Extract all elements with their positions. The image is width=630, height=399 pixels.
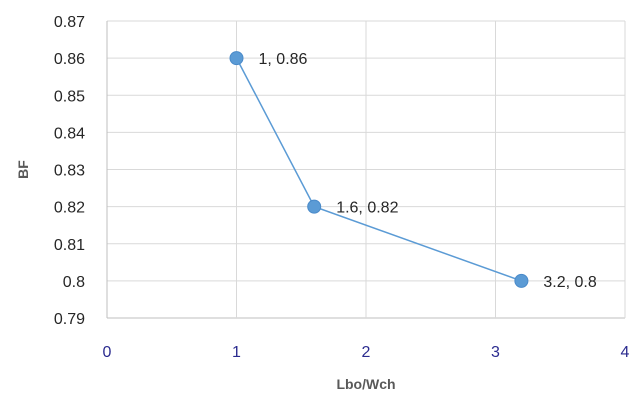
x-axis-title: Lbo/Wch [336,376,395,392]
y-tick-label: 0.8 [63,274,85,291]
x-tick-label: 1 [232,344,241,361]
x-tick-label: 0 [103,344,112,361]
y-tick-label: 0.84 [54,125,85,142]
y-tick-label: 0.81 [54,237,85,254]
x-tick-labels: 0 1 2 3 4 [103,344,630,361]
y-tick-label: 0.86 [54,51,85,68]
data-labels: 1, 0.86 1.6, 0.82 3.2, 0.8 [259,51,597,291]
data-point [514,273,529,288]
x-tick-label: 4 [621,344,630,361]
x-tick-label: 2 [362,344,371,361]
x-gridlines [106,21,626,318]
y-tick-label: 0.83 [54,163,85,180]
data-label: 1, 0.86 [259,51,308,68]
y-tick-label: 0.79 [54,311,85,328]
data-label: 1.6, 0.82 [336,200,398,217]
data-label: 3.2, 0.8 [543,274,596,291]
data-point [307,199,322,214]
y-tick-label: 0.82 [54,200,85,217]
y-tick-label: 0.85 [54,88,85,105]
data-point [229,51,244,66]
x-tick-label: 3 [491,344,500,361]
y-tick-labels: 0.87 0.86 0.85 0.84 0.83 0.82 0.81 0.8 0.79 [54,14,85,328]
y-tick-label: 0.87 [54,14,85,31]
series-group [229,51,529,288]
y-axis-title: BF [15,160,31,179]
